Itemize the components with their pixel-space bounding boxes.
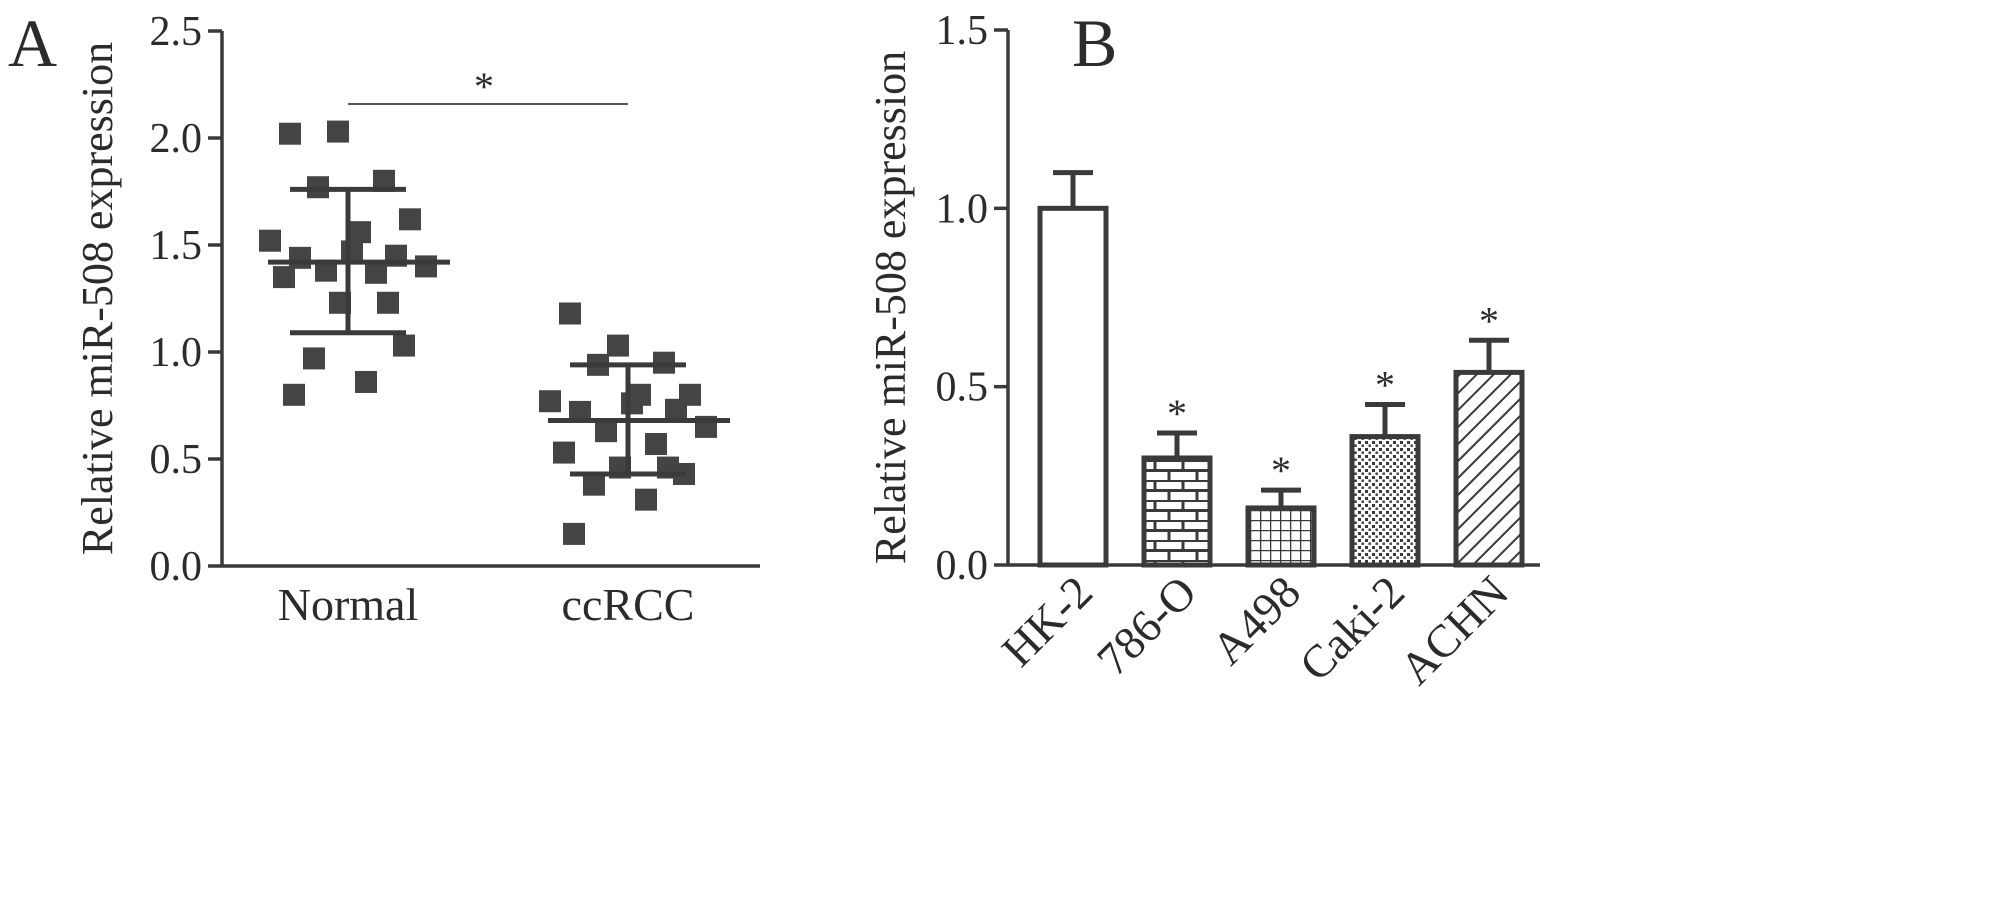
data-point xyxy=(665,398,687,421)
data-point xyxy=(621,392,643,415)
data-point xyxy=(327,120,349,143)
panel-b-y-axis-label: Relative miR-508 expression xyxy=(866,51,915,564)
y-tick-label: 0.5 xyxy=(936,365,989,411)
data-point xyxy=(289,246,311,269)
y-tick-label: 1.0 xyxy=(150,330,203,376)
y-tick-label: 2.5 xyxy=(150,9,203,55)
x-category-label: Normal xyxy=(278,579,419,630)
data-point xyxy=(365,261,387,284)
y-tick-label: 1.5 xyxy=(150,223,203,269)
y-tick-label: 0.5 xyxy=(150,437,203,483)
x-category-label: ACHN xyxy=(1390,566,1518,694)
data-point xyxy=(539,390,561,413)
y-tick-label: 0.0 xyxy=(150,544,203,590)
bar xyxy=(1037,205,1109,568)
data-point xyxy=(607,334,629,357)
data-point xyxy=(399,208,421,231)
y-tick-label: 0.0 xyxy=(936,543,989,589)
bar xyxy=(1453,369,1525,568)
x-category-label: HK-2 xyxy=(992,566,1102,676)
data-point xyxy=(583,473,605,496)
panel-b-y-ticks: 0.0 0.5 1.0 1.5 xyxy=(936,8,1008,589)
x-category-label: 786-O xyxy=(1087,566,1206,685)
data-point xyxy=(635,488,657,511)
panel-a-label: A xyxy=(8,5,57,81)
data-point xyxy=(569,400,591,423)
data-point xyxy=(377,291,399,314)
panel-b: B Relative miR-508 expression 0.0 0.5 1.0 1… xyxy=(866,5,1540,694)
significance-star: * xyxy=(1479,298,1499,343)
panel-a-significance: * xyxy=(348,64,628,109)
panel-b-bars: HK-2*786-O*A498*Caki-2*ACHN xyxy=(992,170,1525,694)
data-point xyxy=(283,383,305,406)
y-tick-label: 1.0 xyxy=(936,186,989,232)
data-point xyxy=(553,441,575,464)
data-point xyxy=(393,334,415,357)
significance-star: * xyxy=(1375,363,1395,408)
data-point xyxy=(645,433,667,456)
x-category-label: Caki-2 xyxy=(1289,566,1414,691)
bar xyxy=(1141,455,1213,568)
y-tick-label: 2.0 xyxy=(150,116,203,162)
data-point xyxy=(349,221,371,244)
data-point xyxy=(415,255,437,278)
significance-star: * xyxy=(1271,448,1291,493)
data-point xyxy=(315,259,337,282)
data-point xyxy=(559,302,581,325)
data-point xyxy=(373,169,395,192)
panel-a-y-axis-label: Relative miR-508 expression xyxy=(73,42,122,555)
group-normal: Normal xyxy=(259,120,450,630)
data-point xyxy=(355,370,377,393)
x-category-label: ccRCC xyxy=(562,579,695,630)
data-point xyxy=(595,420,617,443)
data-point xyxy=(303,347,325,370)
data-point xyxy=(341,240,363,263)
data-point xyxy=(563,522,585,545)
significance-star: * xyxy=(1167,391,1187,436)
data-point xyxy=(273,266,295,289)
group-ccrcc: ccRCC xyxy=(539,302,730,630)
data-point xyxy=(259,229,281,252)
panel-a: A Relative miR-508 expression 0.0 0.5 1.0 1… xyxy=(8,5,760,630)
bar xyxy=(1245,505,1317,568)
significance-star: * xyxy=(474,64,494,109)
panel-a-groups: Normal ccRCC xyxy=(259,120,730,630)
panel-b-label: B xyxy=(1072,5,1117,81)
bar-group-a498: *A498 xyxy=(1202,448,1317,674)
bar xyxy=(1349,434,1421,568)
panel-a-y-ticks: 0.0 0.5 1.0 1.5 2.0 2.5 xyxy=(150,9,222,590)
data-point xyxy=(279,122,301,145)
y-tick-label: 1.5 xyxy=(936,8,989,54)
